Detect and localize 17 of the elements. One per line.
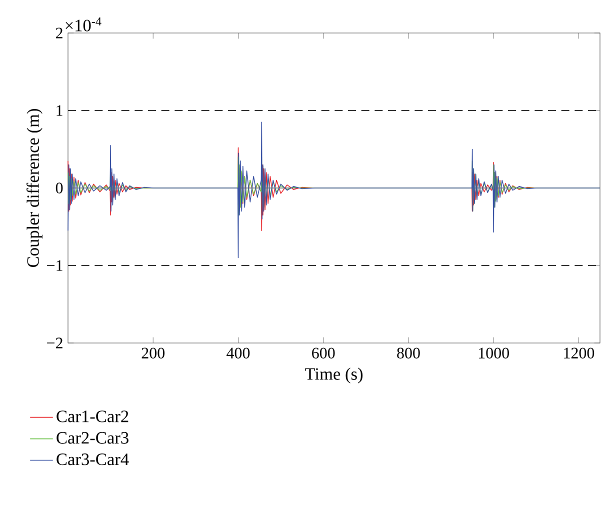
x-tick-label: 1200 [564,348,594,358]
x-tick-label: 600 [312,348,335,358]
y-tick-label: 1 [56,105,62,116]
x-tick-label: 800 [397,348,420,358]
legend-label: Car2-Car3 [56,432,128,444]
y-tick-label: −2 [47,338,62,348]
legend-label: Car3-Car4 [56,454,129,466]
y-tick-label: 0 [56,182,63,194]
y-axis-title: Coupler difference (m) [26,109,42,268]
x-tick-label: 400 [226,348,250,358]
x-tick-label: 1000 [479,348,509,358]
legend-label: Car1-Car2 [56,410,128,422]
x-tick-label: 200 [142,348,164,358]
text: ×10$^{-4}$ [66,17,102,32]
y-tick-label: 2 [56,28,62,38]
y-tick-label: −1 [47,260,62,271]
x-axis-title: Time (s) [305,368,363,384]
